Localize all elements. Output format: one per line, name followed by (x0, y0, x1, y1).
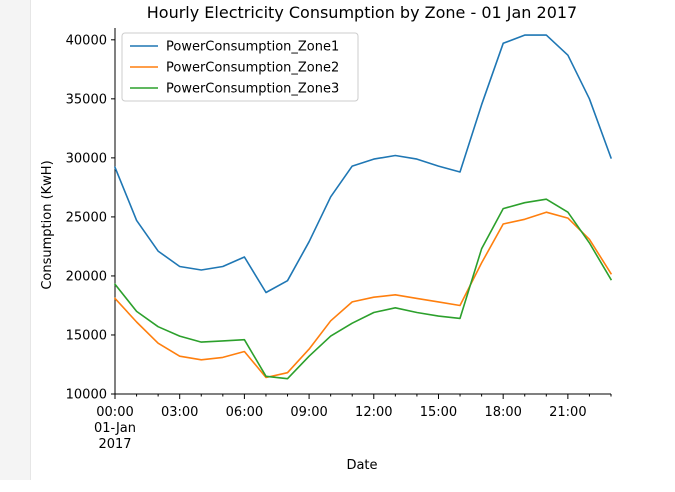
window-left-strip (0, 0, 31, 480)
legend-label-zone2: PowerConsumption_Zone2 (166, 61, 339, 76)
y-tick-label: 30000 (66, 151, 107, 166)
series-line-zone1 (113, 34, 613, 294)
x-tick-label: 18:00 (484, 405, 521, 420)
y-axis-label: Consumption (KwH) (40, 160, 55, 289)
y-tick-label: 25000 (66, 210, 107, 225)
x-tick-label: 00:00 (96, 405, 133, 420)
x-tick-sublabel-date: 01-Jan (94, 421, 136, 436)
x-tick-label: 21:00 (549, 405, 586, 420)
x-tick-label: 12:00 (355, 405, 392, 420)
legend-box (121, 32, 359, 102)
x-axis-label: Date (346, 458, 377, 473)
y-tick-label: 35000 (66, 92, 107, 107)
x-tick-label: 15:00 (420, 405, 457, 420)
y-tick-label: 10000 (66, 388, 107, 403)
x-tick-label: 03:00 (161, 405, 198, 420)
x-tick-label: 06:00 (226, 405, 263, 420)
series-line-zone2 (113, 211, 613, 379)
x-tick-sublabel-year: 2017 (98, 437, 131, 452)
legend-label-zone1: PowerConsumption_Zone1 (166, 40, 339, 55)
x-tick-label: 09:00 (290, 405, 327, 420)
chart-title: Hourly Electricity Consumption by Zone -… (147, 3, 577, 22)
y-tick-label: 20000 (66, 269, 107, 284)
plot-area: 10000 15000 20000 25000 30000 35000 40000 00:00… (66, 28, 613, 452)
series-line-zone3 (113, 198, 613, 380)
legend-label-zone3: PowerConsumption_Zone3 (166, 82, 339, 97)
y-tick-label: 40000 (66, 33, 107, 48)
y-tick-label: 15000 (66, 328, 107, 343)
